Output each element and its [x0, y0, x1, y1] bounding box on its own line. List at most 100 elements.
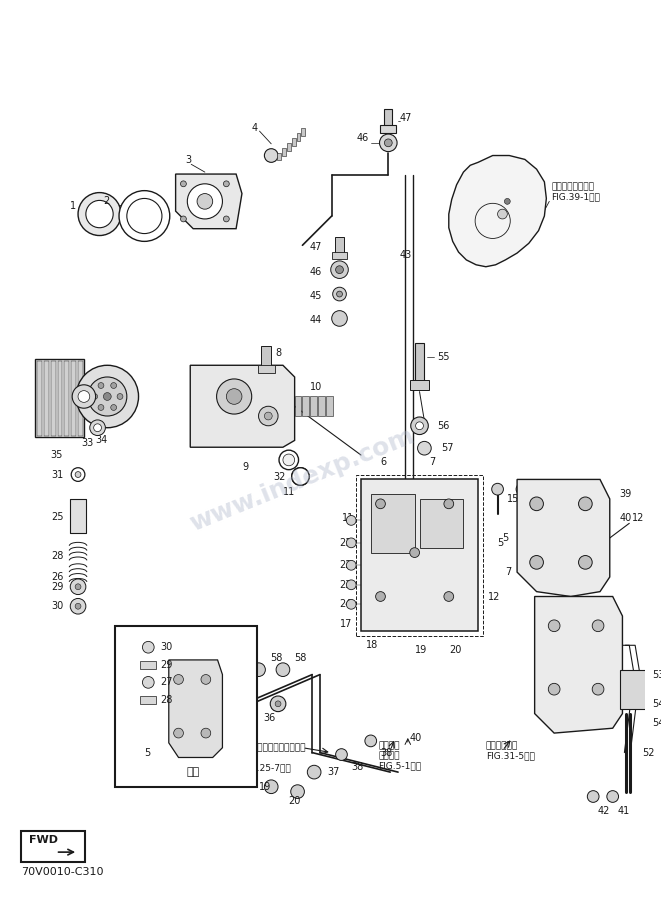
Circle shape: [264, 149, 278, 163]
Circle shape: [607, 791, 619, 803]
Bar: [332, 252, 347, 259]
Circle shape: [410, 548, 420, 558]
Text: 55: 55: [437, 352, 449, 362]
Circle shape: [375, 498, 385, 509]
Circle shape: [119, 191, 170, 241]
Text: 14: 14: [584, 494, 596, 504]
Polygon shape: [449, 155, 547, 267]
Circle shape: [92, 394, 98, 399]
Circle shape: [223, 216, 229, 222]
Circle shape: [578, 555, 592, 569]
Circle shape: [78, 193, 121, 236]
Bar: [385, 109, 392, 126]
Text: 29: 29: [51, 582, 63, 592]
Text: 53: 53: [652, 669, 661, 679]
Text: 7: 7: [506, 567, 512, 577]
Text: 39: 39: [619, 489, 632, 499]
Circle shape: [90, 420, 105, 436]
Circle shape: [516, 483, 528, 495]
Text: 31: 31: [51, 469, 63, 479]
Text: 4: 4: [252, 123, 258, 133]
Bar: [282, 148, 286, 155]
Circle shape: [492, 483, 504, 495]
Bar: [141, 661, 156, 668]
Text: 42: 42: [598, 806, 610, 816]
Bar: [141, 696, 156, 704]
Text: フュエルインジェクション
ポンプ
FIG.25-7参照: フュエルインジェクション ポンプ FIG.25-7参照: [242, 743, 307, 772]
Polygon shape: [361, 479, 478, 631]
Circle shape: [568, 483, 580, 495]
Text: 58: 58: [270, 653, 283, 663]
Circle shape: [385, 139, 392, 147]
Circle shape: [592, 620, 604, 632]
Polygon shape: [326, 396, 332, 416]
Circle shape: [336, 749, 347, 761]
Bar: [297, 133, 301, 141]
Bar: [334, 237, 344, 253]
Text: 40: 40: [619, 513, 632, 523]
Bar: [287, 142, 291, 151]
Circle shape: [264, 412, 272, 420]
Text: www.indexp.com: www.indexp.com: [186, 424, 418, 536]
Text: 44: 44: [310, 315, 322, 325]
Circle shape: [346, 600, 356, 609]
Polygon shape: [535, 596, 623, 733]
Polygon shape: [190, 365, 295, 447]
Circle shape: [174, 729, 183, 738]
Circle shape: [410, 417, 428, 435]
Circle shape: [252, 663, 265, 677]
Polygon shape: [35, 360, 84, 437]
Circle shape: [592, 683, 604, 695]
Circle shape: [578, 497, 592, 510]
Bar: [64, 362, 69, 436]
Circle shape: [346, 580, 356, 590]
Circle shape: [416, 422, 424, 430]
Bar: [277, 152, 281, 161]
Text: 9: 9: [242, 462, 248, 472]
Polygon shape: [318, 396, 325, 416]
Circle shape: [70, 598, 86, 614]
Circle shape: [275, 701, 281, 707]
Circle shape: [201, 675, 211, 685]
Bar: [381, 125, 396, 133]
Circle shape: [71, 467, 85, 481]
Text: 36: 36: [264, 713, 276, 723]
Circle shape: [76, 365, 139, 427]
Circle shape: [332, 288, 346, 301]
Circle shape: [88, 377, 127, 416]
Text: 11: 11: [342, 513, 354, 523]
Polygon shape: [517, 479, 609, 596]
Text: 52: 52: [642, 748, 654, 758]
Circle shape: [111, 383, 116, 388]
Circle shape: [217, 379, 252, 415]
Text: 20: 20: [449, 645, 461, 656]
Circle shape: [279, 450, 299, 469]
Circle shape: [264, 780, 278, 793]
Circle shape: [75, 583, 81, 590]
Text: 28: 28: [160, 695, 173, 705]
Bar: [115, 625, 256, 787]
Text: 34: 34: [96, 436, 108, 446]
Bar: [414, 343, 424, 382]
Circle shape: [291, 785, 305, 799]
Circle shape: [283, 454, 295, 466]
Polygon shape: [295, 396, 301, 416]
Text: 54: 54: [652, 698, 661, 708]
Circle shape: [187, 184, 223, 219]
Text: 7: 7: [429, 456, 436, 467]
Bar: [70, 498, 86, 533]
Text: 46: 46: [310, 267, 322, 277]
Text: 45: 45: [309, 291, 322, 301]
Circle shape: [117, 394, 123, 399]
Circle shape: [529, 497, 543, 510]
Text: 21: 21: [340, 538, 352, 548]
Circle shape: [444, 498, 453, 509]
Polygon shape: [169, 660, 223, 758]
Text: 40: 40: [410, 733, 422, 743]
Bar: [371, 494, 414, 552]
Circle shape: [375, 592, 385, 602]
Text: 19: 19: [258, 782, 271, 792]
Text: 2: 2: [103, 196, 110, 206]
Text: 54: 54: [652, 719, 661, 729]
Circle shape: [365, 735, 377, 747]
